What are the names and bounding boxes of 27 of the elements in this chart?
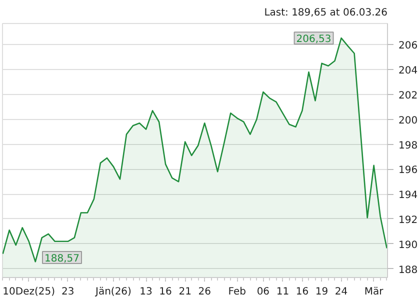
- x-tick-label: Mär: [364, 286, 384, 298]
- x-tick-label: 23: [62, 286, 74, 298]
- annotation: 188,57: [44, 254, 80, 264]
- y-tick-label: 200: [398, 115, 418, 126]
- y-tick-label: 204: [398, 66, 418, 77]
- y-tick-label: 194: [398, 190, 418, 202]
- y-tick-label: 206: [398, 40, 418, 52]
- y-tick-label: 192: [398, 214, 418, 226]
- x-tick-label: 26: [198, 286, 211, 298]
- x-tick-label: 11: [276, 286, 290, 298]
- y-tick-label: 196: [398, 165, 418, 176]
- y-tick-label: 190: [398, 240, 418, 251]
- y-tick-label: 202: [398, 90, 418, 102]
- x-tick-label: 24: [334, 286, 348, 298]
- x-tick-label: 16: [159, 286, 172, 298]
- annotation: 206,53: [296, 34, 332, 46]
- x-tick-label: 19: [315, 286, 328, 298]
- y-tick-label: 198: [398, 140, 418, 152]
- x-tick-label: 21: [178, 286, 192, 298]
- x-tick-label: 16: [296, 286, 309, 298]
- x-tick-label: Feb: [228, 286, 246, 298]
- text: Last: 189,65 at 06.03.26: [264, 8, 388, 18]
- x-tick-label: 06: [256, 286, 270, 298]
- x-tick-label: Jän(26): [94, 286, 132, 298]
- x-tick-label: 10Dez(25): [2, 286, 56, 298]
- y-tick-label: 188: [398, 264, 418, 276]
- x-tick-label: 13: [140, 286, 152, 298]
